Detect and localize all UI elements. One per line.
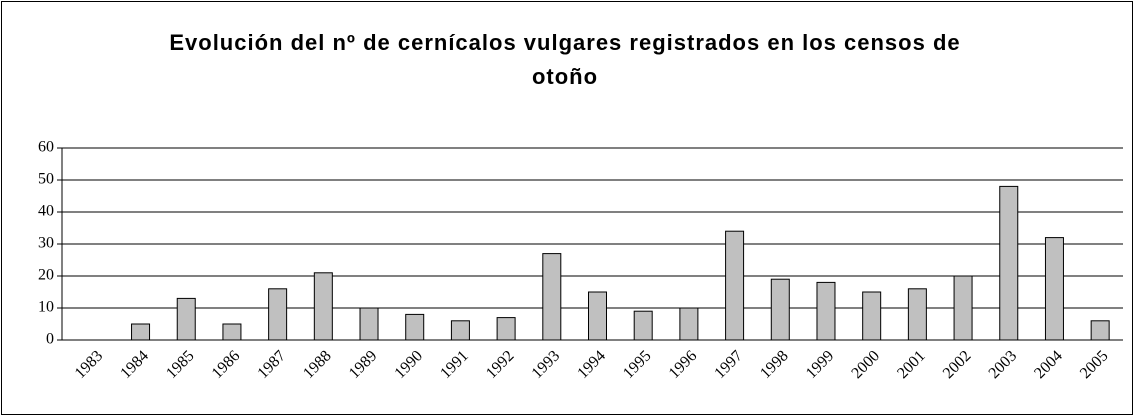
bar	[907, 288, 927, 341]
y-tick-label: 20	[38, 267, 54, 284]
bar	[588, 291, 607, 341]
bar	[862, 291, 882, 341]
bar	[450, 320, 470, 341]
y-tick-label: 10	[38, 299, 54, 316]
bar	[405, 313, 425, 341]
bar	[633, 310, 653, 341]
bar	[816, 281, 836, 341]
bar	[1090, 320, 1110, 341]
bar	[131, 323, 151, 341]
bar	[1044, 237, 1064, 341]
bar	[313, 272, 333, 341]
bar	[176, 297, 196, 341]
bar	[542, 253, 562, 341]
bar	[359, 307, 379, 341]
bar	[953, 275, 973, 341]
y-tick-label: 30	[38, 235, 54, 252]
y-tick-label: 60	[38, 139, 54, 156]
y-tick-label: 40	[38, 203, 54, 220]
y-tick-label: 50	[38, 171, 54, 188]
chart-title: Evolución del nº de cernícalos vulgares …	[169, 30, 961, 89]
bar	[268, 288, 288, 341]
y-tick-label: 0	[46, 331, 54, 348]
bar	[222, 323, 242, 341]
bar	[999, 185, 1019, 341]
bar	[679, 307, 699, 341]
bar	[770, 278, 790, 341]
bar	[725, 230, 745, 341]
bar	[496, 317, 516, 341]
